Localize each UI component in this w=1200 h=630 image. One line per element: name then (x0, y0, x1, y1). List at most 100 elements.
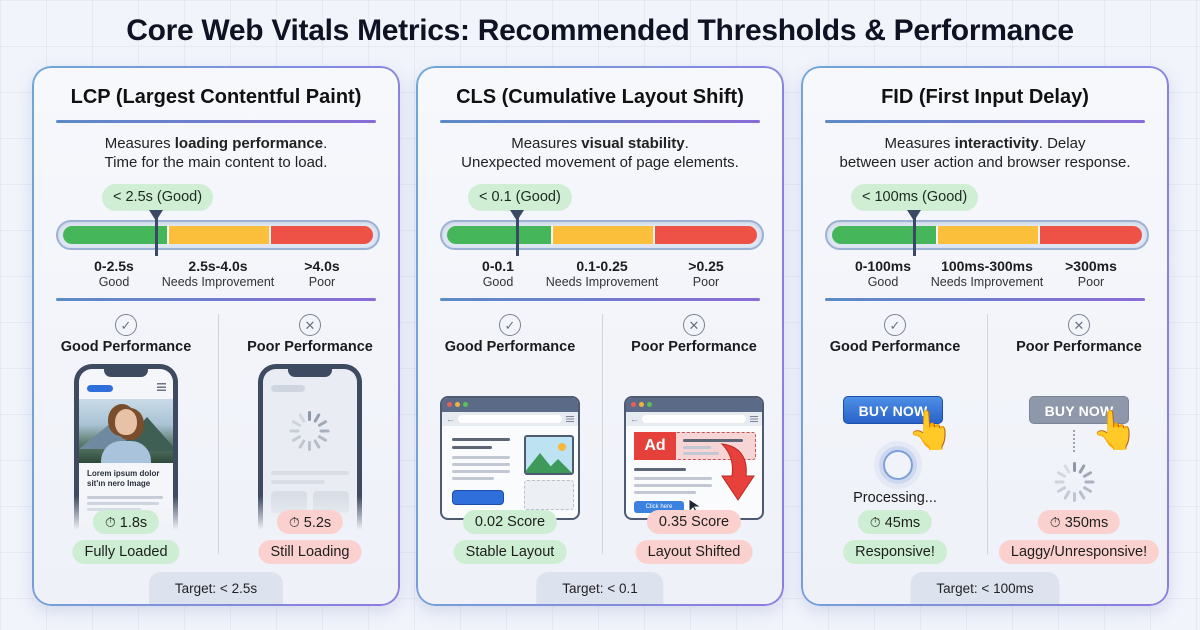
good-performance-column: ✓ Good Performance ← 0.02 Score Stable L… (418, 314, 602, 594)
divider (825, 120, 1145, 123)
card-description: Measures interactivity. Delay between us… (803, 134, 1167, 172)
range-label: Good (867, 275, 899, 289)
stable-browser-illustration: ← (440, 396, 580, 520)
range-label: Needs Improvement (161, 275, 275, 289)
range-value: 0-100ms (854, 258, 912, 274)
poor-performance-column: ✕ Poor Performance BUY NOW 👆 ⏱ 350ms Lagg… (987, 314, 1171, 594)
range-value: >0.25 (688, 258, 724, 274)
shifted-browser-illustration: ← Ad Click here (624, 396, 764, 520)
click-ripple-icon (883, 450, 913, 480)
phone-text: Lorem ipsum dolor sit'ın nero Image (87, 469, 160, 488)
loading-spinner-icon (289, 411, 330, 451)
perf-title: Poor Performance (247, 339, 373, 355)
threshold-gauge (440, 220, 764, 250)
page-title: Core Web Vitals Metrics: Recommended Thr… (126, 14, 1074, 47)
card-cls: CLS (Cumulative Layout Shift) Measures v… (416, 66, 784, 606)
range-needs-improvement: 0.1-0.25 Needs Improvement (546, 258, 659, 290)
reserved-space-placeholder (524, 480, 574, 510)
card-title: CLS (Cumulative Layout Shift) (456, 86, 744, 108)
column-separator (218, 314, 219, 554)
ad-label: Ad (634, 432, 676, 460)
status-chip: Responsive! (843, 540, 947, 564)
perf-title: Good Performance (444, 339, 576, 355)
shift-down-arrow-icon (720, 443, 755, 501)
range-needs-improvement: 2.5s-4.0s Needs Improvement (162, 258, 275, 290)
desc-line2: Time for the main content to load. (104, 154, 328, 171)
divider (825, 298, 1145, 301)
card-description: Measures visual stability. Unexpected mo… (418, 134, 782, 172)
desc-line2: between user action and browser response… (839, 154, 1131, 171)
metric-chip: 0.02 Score (462, 510, 558, 534)
good-threshold-pill: < 2.5s (Good) (102, 184, 214, 211)
x-circle-icon: ✕ (683, 314, 705, 336)
desc-text: Measures (884, 135, 955, 152)
card-fid: FID (First Input Delay) Measures interac… (801, 66, 1169, 606)
range-poor: >300ms Poor (1065, 258, 1117, 290)
card-description: Measures loading performance. Time for t… (34, 134, 398, 172)
desc-text: . Delay (1038, 135, 1086, 152)
column-separator (987, 314, 988, 554)
pointing-hand-icon: 👆 (907, 410, 955, 452)
range-poor: >4.0s Poor (304, 258, 339, 290)
desc-text: Measures (104, 135, 175, 152)
range-good: 0-100ms Good (855, 258, 911, 290)
gauge-needs-improvement-segment (550, 226, 654, 244)
threshold-gauge (825, 220, 1149, 250)
divider (56, 120, 376, 123)
poor-performance-column: ✕ Poor Performance ⏱ 5.2s Still Loading (218, 314, 402, 594)
desc-line2: Unexpected movement of page elements. (461, 154, 739, 171)
divider (440, 120, 760, 123)
buy-now-button[interactable]: BUY NOW (843, 396, 943, 424)
buy-now-button-disabled[interactable]: BUY NOW (1029, 396, 1129, 424)
gauge-poor-segment (269, 226, 373, 244)
target-tab: Target: < 2.5s (148, 572, 284, 604)
perf-title: Poor Performance (1016, 339, 1142, 355)
check-circle-icon: ✓ (115, 314, 137, 336)
range-value: 100ms-300ms (941, 258, 1033, 274)
check-circle-icon: ✓ (884, 314, 906, 336)
metric-value: 5.2s (303, 515, 332, 531)
metric-chip: ⏱ 350ms (1037, 510, 1121, 534)
cta-button-illustration (452, 490, 504, 505)
desc-bold: loading performance (174, 135, 324, 152)
gauge-good-segment (832, 226, 936, 244)
metric-value: 1.8s (119, 515, 148, 531)
x-circle-icon: ✕ (1068, 314, 1090, 336)
desc-bold: interactivity (954, 135, 1039, 152)
threshold-gauge (56, 220, 380, 250)
range-value: 2.5s-4.0s (188, 258, 248, 274)
perf-title: Poor Performance (631, 339, 757, 355)
status-chip: Layout Shifted (635, 540, 753, 564)
metric-chip: ⏱ 5.2s (276, 510, 344, 534)
loading-spinner-icon (1054, 462, 1095, 502)
target-tab: Target: < 0.1 (536, 572, 664, 604)
card-lcp: LCP (Largest Contentful Paint) Measures … (32, 66, 400, 606)
range-good: 0-2.5s Good (94, 258, 134, 290)
range-value: 0-2.5s (94, 258, 134, 274)
stopwatch-icon: ⏱ (104, 514, 116, 530)
card-title: FID (First Input Delay) (881, 86, 1089, 108)
metric-chip: ⏱ 1.8s (92, 510, 160, 534)
range-value: >300ms (1065, 258, 1117, 274)
metric-value: 45ms (884, 515, 921, 531)
check-circle-icon: ✓ (499, 314, 521, 336)
desc-text: . (323, 135, 328, 152)
status-chip: Laggy/Unresponsive! (998, 540, 1160, 564)
stopwatch-icon: ⏱ (869, 514, 881, 530)
gauge-needs-improvement-segment (166, 226, 270, 244)
gauge-poor-segment (653, 226, 757, 244)
delay-dotted-arrow-icon (1073, 430, 1075, 452)
range-needs-improvement: 100ms-300ms Needs Improvement (931, 258, 1044, 290)
metric-chip: ⏱ 45ms (857, 510, 933, 534)
gauge-poor-segment (1038, 226, 1142, 244)
range-value: 0.1-0.25 (576, 258, 628, 274)
pointing-hand-icon: 👆 (1091, 410, 1139, 452)
desc-text: . (684, 135, 689, 152)
range-label: Good (482, 275, 514, 289)
metric-value: 350ms (1064, 515, 1109, 531)
status-chip: Still Loading (258, 540, 362, 564)
poor-performance-column: ✕ Poor Performance ← Ad Click here 0.35 (602, 314, 786, 594)
stopwatch-icon: ⏱ (1049, 514, 1061, 530)
range-label: Poor (692, 275, 720, 289)
phone-loading-illustration (253, 364, 367, 536)
